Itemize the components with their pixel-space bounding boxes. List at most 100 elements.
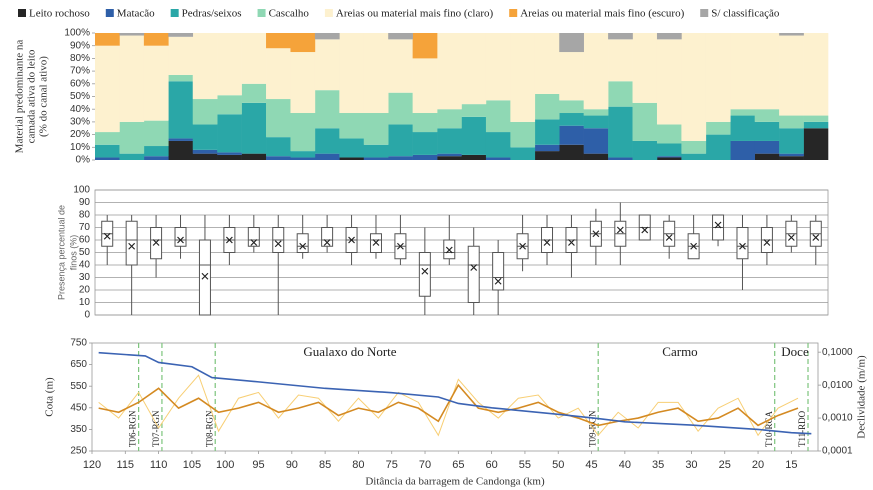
bar-segment <box>241 83 267 103</box>
bar-segment <box>119 33 145 36</box>
bar-segment <box>779 35 804 116</box>
mean-marker <box>787 234 795 241</box>
bar-segment <box>388 33 413 40</box>
bar-segment <box>412 154 438 160</box>
legend-swatch <box>324 9 333 17</box>
bar-segment <box>534 151 560 160</box>
bar-segment <box>168 74 194 82</box>
x-tick-label: 75 <box>386 459 398 471</box>
mean-marker <box>274 240 282 248</box>
x-tick-label: 115 <box>117 459 135 471</box>
bar-segment <box>608 39 633 82</box>
box <box>418 252 431 297</box>
bar-segment <box>461 154 487 160</box>
y-tick-label: 0,0010 <box>822 413 853 424</box>
bar-segment <box>95 144 120 158</box>
y-tick-label: 0 <box>84 310 90 321</box>
bar-segment <box>363 157 389 160</box>
y-tick-label: 70 <box>79 222 91 233</box>
bar-segment <box>314 128 340 154</box>
y-tick-label: 10 <box>79 297 91 308</box>
region-label: Carmo <box>662 344 697 359</box>
bar-segment <box>510 147 536 160</box>
mean-marker <box>201 272 209 280</box>
y-tick-label: 80 <box>79 210 91 221</box>
bar-segment <box>192 149 218 154</box>
mean-marker <box>250 239 258 246</box>
mean-marker <box>421 267 429 275</box>
legend-label: Matacão <box>117 8 155 20</box>
bar-segment <box>510 33 536 122</box>
bar-segment <box>412 33 438 59</box>
mean-marker <box>396 242 404 250</box>
mean-marker <box>470 264 478 271</box>
mean-marker <box>665 234 673 241</box>
y-tick-label: 20% <box>70 129 90 140</box>
bar-segment <box>290 157 316 160</box>
bar-segment <box>779 153 804 157</box>
mean-marker <box>152 239 160 246</box>
legend-label: S/ classificação <box>711 8 780 20</box>
y-tick-label: 100 <box>73 185 90 196</box>
bar-segment <box>95 33 120 46</box>
legend-label: Areias ou material mais fino (claro) <box>336 8 494 20</box>
bar-segment <box>730 109 755 116</box>
mean-marker <box>128 242 136 250</box>
data-line <box>98 383 799 427</box>
x-tick-label: 80 <box>352 459 364 471</box>
bar-segment <box>656 33 682 40</box>
bar-segment <box>583 153 609 160</box>
bar-segment <box>461 33 487 105</box>
bar-segment <box>608 33 633 40</box>
x-tick-label: 85 <box>319 459 331 471</box>
bar-segment <box>241 33 267 84</box>
x-tick-label: 35 <box>652 459 664 471</box>
bar-segment <box>241 153 267 160</box>
box <box>174 227 187 247</box>
bar-segment <box>754 33 780 110</box>
mean-marker <box>103 232 111 240</box>
bar-segment <box>754 109 780 122</box>
mean-marker <box>494 277 502 285</box>
bar-segment <box>534 144 560 152</box>
y-tick-label: 60 <box>79 235 91 246</box>
bar-segment <box>485 157 511 160</box>
box <box>321 227 334 247</box>
bar-segment <box>290 33 316 53</box>
legend-label: Cascalho <box>269 8 310 20</box>
y-tick-label: 70% <box>70 66 90 77</box>
y-tick-label: 90 <box>79 197 91 208</box>
bar-segment <box>266 33 291 49</box>
y-axis-label: Material predominante na <box>14 40 26 154</box>
x-tick-label: 55 <box>519 459 531 471</box>
x-tick-label: 40 <box>619 459 631 471</box>
bar-segment <box>192 124 218 150</box>
legend-swatch <box>509 9 518 17</box>
bar-segment <box>143 33 169 46</box>
bar-segment <box>95 132 120 145</box>
bar-segment <box>143 45 169 121</box>
bar-segment <box>314 39 340 91</box>
bar-segment <box>656 39 682 125</box>
bar-segment <box>95 157 120 160</box>
mean-marker <box>592 230 600 238</box>
x-tick-label: 110 <box>150 459 168 471</box>
bar-segment <box>681 140 707 154</box>
bar-segment <box>388 156 413 160</box>
bar-segment <box>437 109 462 129</box>
bar-segment <box>705 121 731 135</box>
bar-segment <box>241 102 267 154</box>
bar-segment <box>656 156 682 158</box>
x-tick-label: 100 <box>216 459 234 471</box>
x-tick-label: 105 <box>183 459 201 471</box>
mean-marker <box>372 239 380 246</box>
box <box>492 252 505 291</box>
bar-segment <box>559 33 584 53</box>
y-tick-label: 550 <box>70 381 87 392</box>
bar-segment <box>363 33 389 114</box>
section-label: T06-RGN <box>128 410 138 447</box>
bar-segment <box>632 33 658 103</box>
mean-marker <box>323 239 331 246</box>
bar-segment <box>754 121 780 141</box>
box <box>736 227 749 260</box>
